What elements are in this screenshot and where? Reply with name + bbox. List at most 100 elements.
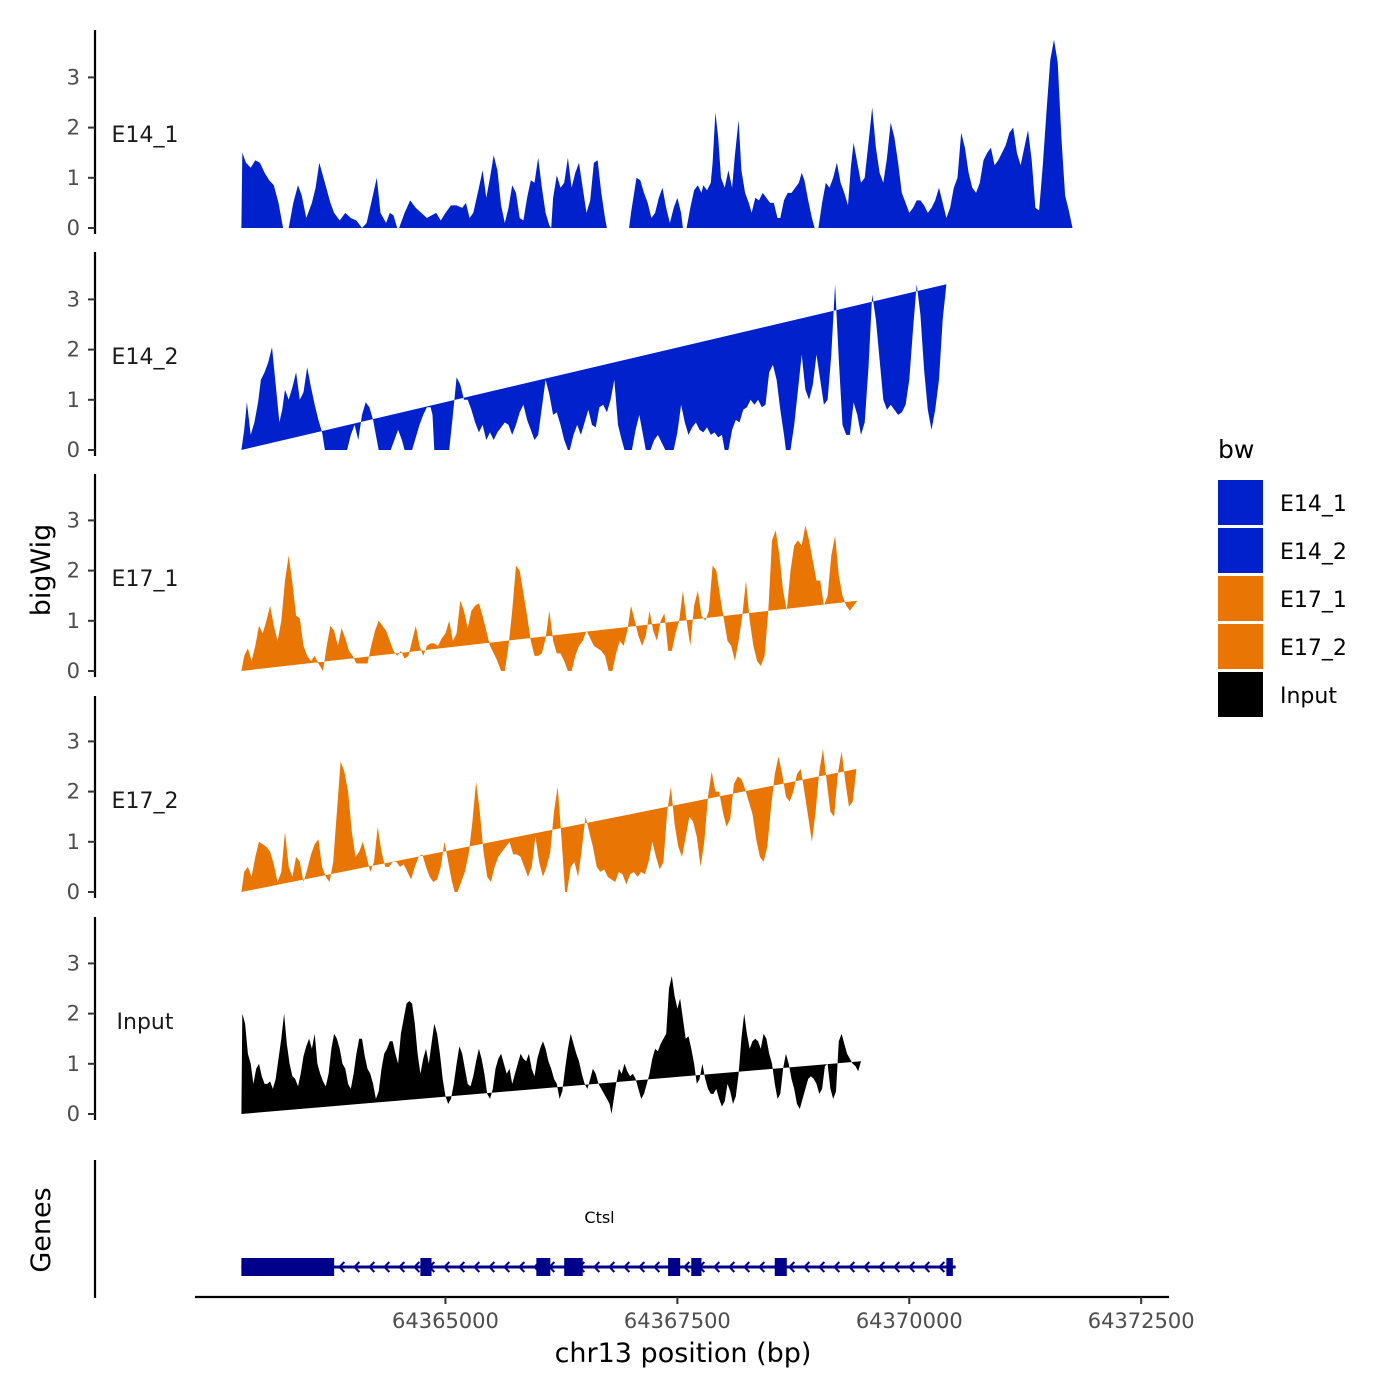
strand-arrow bbox=[862, 1261, 871, 1273]
strand-arrow bbox=[742, 1261, 751, 1273]
gene-exon bbox=[668, 1258, 681, 1276]
legend-label-E17_1: E17_1 bbox=[1280, 588, 1347, 613]
strand-arrow bbox=[502, 1261, 511, 1273]
strand-arrow bbox=[367, 1261, 376, 1273]
track-label-E17_2: E17_2 bbox=[112, 789, 179, 814]
strand-arrow bbox=[652, 1261, 661, 1273]
x-tick-label: 64372500 bbox=[1088, 1309, 1195, 1333]
tracks-group: 0 1 2 3 E14_1 0 1 2 3 E14_2 0 1 2 3 E17_1 0 1 2 3 E17_2 0 1 2 3… bbox=[67, 30, 1073, 1126]
y-tick-label: 3 bbox=[67, 951, 80, 975]
gene-exon bbox=[420, 1258, 432, 1276]
y-tick-label: 3 bbox=[67, 287, 80, 311]
y-tick-label: 1 bbox=[67, 830, 80, 854]
strand-arrow bbox=[892, 1261, 901, 1273]
strand-arrow bbox=[757, 1261, 766, 1273]
y-tick-label: 1 bbox=[67, 609, 80, 633]
y-tick-label: 0 bbox=[67, 1102, 80, 1126]
legend-swatch-E17_1 bbox=[1218, 576, 1263, 621]
coverage-area-E14_2 bbox=[241, 284, 947, 450]
y-axis-title: bigWig bbox=[26, 524, 57, 617]
legend-swatch-E14_1 bbox=[1218, 480, 1263, 525]
y-tick-label: 3 bbox=[67, 508, 80, 532]
strand-arrow bbox=[517, 1261, 526, 1273]
y-tick-label: 1 bbox=[67, 1052, 80, 1076]
strand-arrow bbox=[727, 1261, 736, 1273]
coverage-area-E17_2 bbox=[241, 748, 857, 892]
y-tick-label: 1 bbox=[67, 388, 80, 412]
x-axis-title: chr13 position (bp) bbox=[555, 1338, 812, 1369]
legend-label-E14_1: E14_1 bbox=[1280, 492, 1347, 517]
gene-exon bbox=[774, 1258, 787, 1276]
gene-track: Ctsl bbox=[93, 1160, 956, 1298]
strand-arrow bbox=[352, 1261, 361, 1273]
strand-arrow bbox=[922, 1261, 931, 1273]
legend-label-E17_2: E17_2 bbox=[1280, 636, 1347, 661]
strand-arrow bbox=[472, 1261, 481, 1273]
gene-exon bbox=[946, 1258, 953, 1276]
strand-arrow bbox=[382, 1261, 391, 1273]
strand-arrow bbox=[682, 1261, 691, 1273]
y-tick-label: 2 bbox=[67, 780, 80, 804]
x-tick-label: 64365000 bbox=[392, 1309, 499, 1333]
legend-swatch-Input bbox=[1218, 672, 1263, 717]
strand-arrow bbox=[607, 1261, 616, 1273]
y-tick-label: 2 bbox=[67, 1002, 80, 1026]
legend-label-Input: Input bbox=[1280, 684, 1337, 709]
x-tick-label: 64370000 bbox=[856, 1309, 963, 1333]
track-label-E14_2: E14_2 bbox=[112, 345, 179, 370]
legend: bw E14_1 E14_2 E17_1 E17_2 Input bbox=[1218, 435, 1347, 717]
strand-arrow bbox=[457, 1261, 466, 1273]
strand-arrow bbox=[397, 1261, 406, 1273]
x-axis: 64365000 64367500 64370000 64372500 bbox=[195, 1295, 1195, 1333]
strand-arrow bbox=[877, 1261, 886, 1273]
y-tick-label: 0 bbox=[67, 880, 80, 904]
strand-arrow bbox=[937, 1261, 946, 1273]
y-tick-label: 2 bbox=[67, 116, 80, 140]
legend-swatch-E17_2 bbox=[1218, 624, 1263, 669]
y-tick-label: 3 bbox=[67, 65, 80, 89]
legend-label-E14_2: E14_2 bbox=[1280, 540, 1347, 565]
coverage-area-E14_1 bbox=[241, 39, 1073, 228]
strand-arrow bbox=[787, 1261, 796, 1273]
gene-exon bbox=[241, 1258, 335, 1276]
legend-swatch-E14_2 bbox=[1218, 528, 1263, 573]
strand-arrow bbox=[847, 1261, 856, 1273]
y-tick-label: 3 bbox=[67, 729, 80, 753]
coverage-area-E17_1 bbox=[241, 525, 858, 671]
coverage-area-Input bbox=[241, 976, 861, 1114]
y-tick-label: 2 bbox=[67, 338, 80, 362]
strand-arrow bbox=[637, 1261, 646, 1273]
gene-Ctsl: Ctsl bbox=[241, 1208, 956, 1276]
y-tick-label: 0 bbox=[67, 216, 80, 240]
track-E17_1: 0 1 2 3 E17_1 bbox=[67, 474, 858, 683]
strand-arrow bbox=[817, 1261, 826, 1273]
track-label-E17_1: E17_1 bbox=[112, 567, 179, 592]
x-tick-label: 64367500 bbox=[624, 1309, 731, 1333]
track-label-Input: Input bbox=[117, 1010, 174, 1035]
y-tick-label: 1 bbox=[67, 166, 80, 190]
gene-exon bbox=[691, 1258, 702, 1276]
gene-name-label: Ctsl bbox=[584, 1208, 614, 1227]
gene-exon bbox=[564, 1258, 583, 1276]
track-E14_2: 0 1 2 3 E14_2 bbox=[67, 252, 947, 462]
strand-arrow bbox=[907, 1261, 916, 1273]
strand-arrow bbox=[622, 1261, 631, 1273]
strand-arrow bbox=[337, 1261, 346, 1273]
strand-arrow bbox=[802, 1261, 811, 1273]
legend-title: bw bbox=[1218, 435, 1254, 464]
genes-axis-title: Genes bbox=[26, 1187, 57, 1272]
strand-arrow bbox=[442, 1261, 451, 1273]
track-E14_1: 0 1 2 3 E14_1 bbox=[67, 30, 1073, 240]
strand-arrow bbox=[487, 1261, 496, 1273]
track-Input: 0 1 2 3 Input bbox=[67, 917, 861, 1126]
track-E17_2: 0 1 2 3 E17_2 bbox=[67, 696, 857, 904]
strand-arrow bbox=[592, 1261, 601, 1273]
track-label-E14_1: E14_1 bbox=[112, 123, 179, 148]
y-tick-label: 0 bbox=[67, 659, 80, 683]
strand-arrow bbox=[832, 1261, 841, 1273]
y-tick-label: 0 bbox=[67, 438, 80, 462]
strand-arrow bbox=[412, 1261, 421, 1273]
gene-exon bbox=[536, 1258, 551, 1276]
y-tick-label: 2 bbox=[67, 559, 80, 583]
